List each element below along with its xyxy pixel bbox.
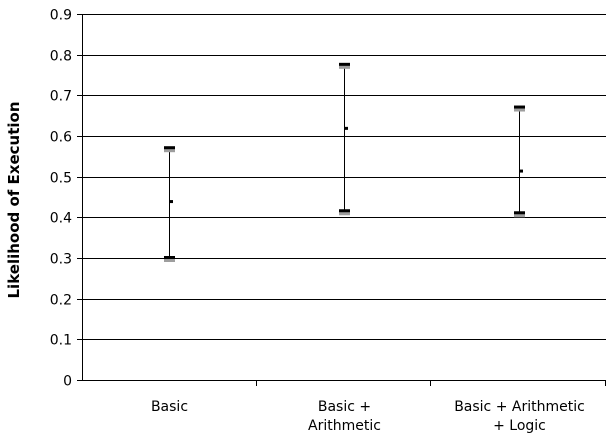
high-cap-shadow [514, 106, 525, 112]
error-bar [164, 146, 175, 262]
y-tick-label: 0.5 [50, 171, 72, 187]
x-category-label-line: Basic + Arithmetic [454, 399, 585, 415]
y-tick-label: 0.7 [50, 89, 72, 105]
error-bar [514, 105, 525, 218]
high-cap-shadow [339, 63, 350, 69]
y-tick-label: 0 [63, 374, 72, 390]
mid-marker [345, 126, 348, 130]
x-category-label-line: Basic + [318, 399, 371, 415]
x-category-label: Basic [151, 399, 188, 415]
low-cap [514, 211, 525, 215]
y-tick-label: 0.9 [50, 8, 72, 24]
axes [77, 14, 606, 386]
x-category-label: Basic + Arithmetic [308, 399, 381, 434]
error-bar [339, 62, 350, 216]
low-cap-shadow [339, 210, 350, 216]
low-cap [339, 209, 350, 213]
y-axis-title: Likelihood of Execution [5, 102, 23, 299]
high-cap [164, 146, 175, 150]
x-category-label: Basic + Arithmetic + Logic [454, 399, 585, 434]
y-tick-label: 0.3 [50, 252, 72, 268]
low-cap-shadow [514, 212, 525, 218]
x-category-label-line: Arithmetic [308, 418, 381, 434]
mid-marker [170, 200, 173, 204]
y-tick-label: 0.1 [50, 333, 72, 349]
high-cap-shadow [164, 147, 175, 153]
high-cap [514, 105, 525, 109]
y-tick-label: 0.4 [50, 211, 72, 227]
y-tick-labels: 0 0.1 0.2 0.3 0.4 0.5 0.6 0.7 0.8 0.9 [50, 8, 72, 390]
y-tick-label: 0.6 [50, 130, 72, 146]
low-cap [164, 256, 175, 259]
y-tick-label: 0.8 [50, 49, 72, 65]
error-bars [164, 62, 525, 262]
high-cap [339, 62, 350, 66]
low-cap-shadow [164, 257, 175, 262]
mid-marker [520, 169, 523, 173]
y-tick-label: 0.2 [50, 293, 72, 309]
x-category-label-line: Basic [151, 399, 188, 415]
x-category-label-line: + Logic [493, 418, 546, 434]
